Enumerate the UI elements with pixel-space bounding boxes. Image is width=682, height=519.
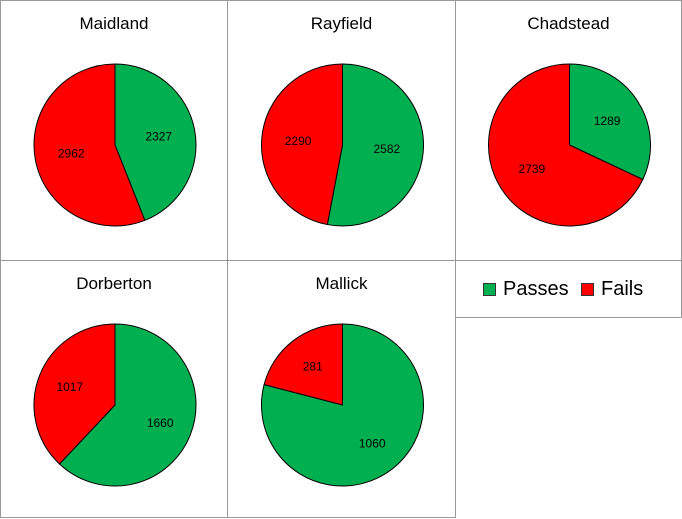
legend-item-passes: Passes — [483, 278, 569, 300]
pie-slice-passes — [114, 63, 197, 221]
pie-slice-fails — [261, 63, 343, 226]
pie-panel-rayfield: Rayfield 2582 2290 — [227, 0, 456, 261]
slice-label-fails: 2962 — [58, 146, 85, 160]
slice-label-passes: 2327 — [145, 130, 172, 144]
pie-chart-svg: 1660 1017 — [33, 323, 197, 487]
legend-label-passes: Passes — [503, 278, 569, 300]
pie-slice-passes — [569, 63, 651, 181]
legend-item-fails: Fails — [581, 278, 643, 300]
slice-label-passes: 1060 — [359, 436, 386, 450]
slice-label-fails: 1017 — [56, 380, 83, 394]
legend-label-fails: Fails — [601, 278, 644, 300]
pie-panel-chadstead: Chadstead 1289 2739 — [455, 0, 682, 261]
slice-label-fails: 281 — [303, 360, 323, 374]
chart-title: Rayfield — [310, 14, 373, 33]
chart-title: Chadstead — [527, 14, 610, 33]
chart-title: Dorberton — [76, 274, 152, 293]
pie-panel-dorberton: Dorberton 1660 1017 — [0, 260, 228, 518]
chart-title: Maidland — [79, 14, 149, 33]
pie-panel-maidland: Maidland 2327 2962 — [0, 0, 228, 261]
pie-slice-passes — [58, 323, 197, 487]
legend-swatch-fails — [581, 282, 594, 296]
slice-label-passes: 1289 — [594, 114, 621, 128]
pie-chart-svg: 2327 2962 — [33, 63, 197, 227]
pie-slice-fails — [33, 323, 116, 465]
chart-legend: Passes Fails — [455, 260, 682, 318]
pie-chart-svg: 1060 281 — [261, 323, 424, 487]
pie-chart-svg: 2582 2290 — [261, 63, 425, 227]
legend-swatch-passes — [483, 282, 496, 296]
slice-label-passes: 2582 — [374, 142, 401, 156]
chart-title: Mallick — [315, 274, 368, 293]
pie-slice-passes — [326, 63, 425, 227]
slice-label-fails: 2290 — [285, 134, 312, 148]
pie-slice-fails — [263, 323, 343, 406]
pie-panel-mallick: Mallick 1060 281 — [227, 260, 456, 518]
pie-chart-svg: 1289 2739 — [488, 63, 651, 227]
pie-slice-fails — [488, 63, 644, 227]
pie-slice-fails — [33, 63, 146, 227]
slice-label-passes: 1660 — [147, 416, 174, 430]
slice-label-fails: 2739 — [519, 162, 546, 176]
